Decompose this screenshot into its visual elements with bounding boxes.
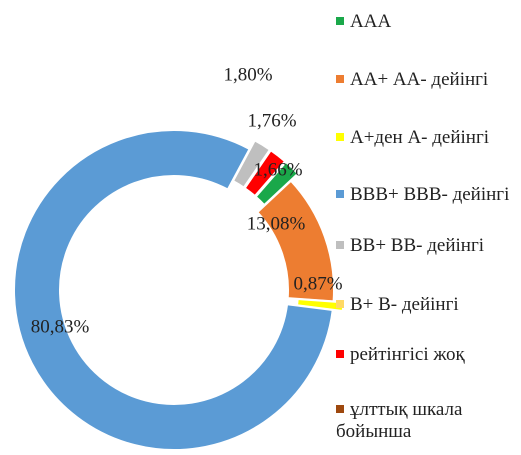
legend-swatch — [336, 74, 344, 83]
donut-slice — [13, 129, 334, 451]
data-label: 80,83% — [31, 316, 90, 337]
legend-label: ұлттық шкала бойынша — [336, 399, 463, 442]
legend-entry: ААА — [336, 11, 516, 33]
legend-label: А+ден А- дейінгі — [350, 127, 490, 148]
data-label: 1,66% — [253, 159, 302, 180]
legend-swatch — [336, 349, 344, 358]
legend-label: АА+ АА- дейінгі — [350, 69, 489, 90]
legend-entry: BBB+ BBB- дейінгі — [336, 184, 516, 206]
legend-entry: B+ B- дейінгі — [336, 294, 516, 316]
legend-swatch — [336, 16, 344, 25]
legend-swatch — [336, 189, 344, 198]
legend-swatch — [336, 132, 344, 141]
data-label: 1,80% — [223, 64, 272, 85]
donut-slice — [243, 148, 287, 198]
donut-slice — [231, 139, 272, 189]
legend-label: BB+ BB- дейінгі — [350, 235, 485, 256]
legend-entry: рейтінгісі жоқ — [336, 344, 516, 366]
legend-entry: А+ден А- дейінгі — [336, 127, 516, 149]
legend-swatch — [336, 299, 344, 308]
data-label: 13,08% — [247, 213, 306, 234]
legend-label: рейтінгісі жоқ — [350, 344, 465, 365]
legend-entry: АА+ АА- дейінгі — [336, 69, 516, 91]
legend-entry: ұлттық шкала бойынша — [336, 399, 516, 443]
legend-entry: BB+ BB- дейінгі — [336, 235, 516, 257]
legend-swatch — [336, 240, 344, 249]
data-label: 1,76% — [247, 110, 296, 131]
legend-label: B+ B- дейінгі — [350, 294, 459, 315]
legend-label: BBB+ BBB- дейінгі — [350, 184, 510, 205]
legend-swatch — [336, 404, 344, 413]
legend-label: ААА — [350, 11, 392, 32]
data-label: 0,87% — [293, 273, 342, 294]
